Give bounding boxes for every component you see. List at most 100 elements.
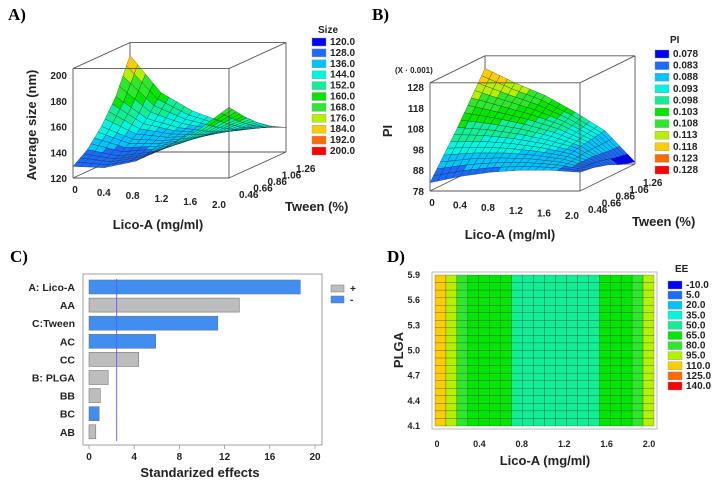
legend-swatch bbox=[654, 84, 670, 94]
y-tick-label: 0.86 bbox=[268, 177, 288, 188]
y-axis-title: Tween (%) bbox=[285, 199, 348, 214]
contour-cell bbox=[467, 395, 479, 404]
contour-cell bbox=[500, 282, 512, 291]
contour-cell bbox=[642, 305, 655, 313]
contour-cell bbox=[445, 305, 458, 313]
legend-swatch bbox=[654, 142, 670, 152]
contour-cell bbox=[544, 327, 556, 336]
contour-cell bbox=[522, 357, 534, 366]
contour-cell bbox=[478, 357, 490, 366]
contour-cell bbox=[631, 395, 644, 404]
legend-label: 0.123 bbox=[673, 153, 698, 164]
contour-cell bbox=[566, 357, 578, 366]
contour-cell bbox=[631, 372, 644, 381]
contour-cell bbox=[544, 312, 556, 321]
contour-cell bbox=[555, 418, 567, 427]
contour-cell bbox=[566, 418, 578, 427]
effect-bar bbox=[88, 297, 240, 313]
contour-cell bbox=[489, 289, 501, 298]
contour-cell bbox=[489, 282, 501, 291]
legend-label: 0.083 bbox=[673, 61, 698, 72]
contour-cell bbox=[456, 395, 469, 404]
contour-cell bbox=[555, 320, 567, 329]
contour-cell bbox=[631, 327, 644, 336]
contour-cell bbox=[610, 289, 622, 298]
legend-label: 80.0 bbox=[686, 341, 706, 352]
contour-cell bbox=[555, 380, 567, 389]
contour-cell bbox=[522, 410, 534, 419]
legend-label: 0.108 bbox=[673, 119, 698, 130]
box-edge bbox=[579, 163, 636, 192]
contour-cell bbox=[610, 418, 622, 427]
legend-label: 110.0 bbox=[686, 361, 711, 372]
contour-cell bbox=[577, 342, 589, 351]
contour-cell bbox=[642, 312, 655, 321]
contour-cell bbox=[620, 372, 633, 381]
contour-cell bbox=[500, 372, 512, 381]
legend-label: 144.0 bbox=[330, 70, 355, 81]
category-label: B: PLGA bbox=[32, 373, 76, 385]
contour-cell bbox=[478, 350, 490, 359]
contour-cell bbox=[588, 320, 600, 329]
x-tick-label: 2.0 bbox=[565, 211, 579, 222]
contour-cell bbox=[456, 403, 469, 412]
contour-cell bbox=[599, 297, 611, 306]
legend-label: -10.0 bbox=[686, 280, 709, 291]
contour-cell bbox=[642, 395, 655, 404]
contour-cell bbox=[642, 282, 655, 291]
x-axis-title: Lico-A (mg/ml) bbox=[500, 453, 591, 468]
contour-cell bbox=[500, 327, 512, 336]
contour-cell bbox=[533, 289, 545, 298]
contour-cell bbox=[445, 395, 458, 404]
contour-cell bbox=[522, 274, 534, 283]
contour-cell bbox=[467, 305, 479, 313]
x-tick-label: 2.0 bbox=[212, 200, 226, 211]
legend-swatch bbox=[654, 107, 670, 117]
z-multiplier-label: (X · 0.001) bbox=[395, 66, 433, 75]
contour-cell bbox=[555, 410, 567, 419]
y-tick-label: 5.0 bbox=[407, 346, 420, 356]
contour-cell bbox=[533, 380, 545, 389]
z-tick-label: 98 bbox=[413, 145, 425, 156]
contour-cell bbox=[577, 395, 589, 404]
contour-cell bbox=[489, 335, 501, 344]
contour-cell bbox=[478, 395, 490, 404]
contour-cell bbox=[642, 372, 655, 381]
contour-cell bbox=[642, 357, 655, 366]
contour-cell bbox=[599, 372, 611, 381]
panel-a-surface-plot: 120 140 160 180 200 0 0.4 0.8 1.2 1.6 2.0 0.460.660… bbox=[24, 25, 355, 232]
panel-c-pareto-chart: A: Lico-A AA C:Tween AC CC B: PLGA BB BC AB 0 4 8 12… bbox=[28, 273, 356, 480]
contour-cell bbox=[467, 297, 479, 306]
contour-cell bbox=[544, 350, 556, 359]
contour-cell bbox=[610, 388, 622, 396]
contour-cell bbox=[610, 357, 622, 366]
contour-cell bbox=[642, 335, 655, 344]
contour-cell bbox=[566, 380, 578, 389]
x-axis-title: Lico-A (mg/ml) bbox=[113, 217, 204, 232]
legend-label: 184.0 bbox=[330, 124, 355, 135]
contour-cell bbox=[434, 312, 447, 321]
contour-cell bbox=[522, 403, 534, 412]
contour-cell bbox=[456, 380, 469, 389]
legend-swatch bbox=[311, 124, 327, 134]
y-tick-label: 1.26 bbox=[643, 178, 663, 189]
contour-cell bbox=[478, 335, 490, 344]
contour-cell bbox=[489, 350, 501, 359]
contour-cell bbox=[511, 380, 523, 389]
contour-cell bbox=[511, 395, 523, 404]
contour-cell bbox=[445, 335, 458, 344]
contour-cell bbox=[566, 365, 578, 374]
contour-cell bbox=[599, 395, 611, 404]
legend-label: 0.078 bbox=[673, 49, 698, 60]
contour-cell bbox=[620, 282, 633, 291]
z-tick-label: 200 bbox=[50, 71, 67, 82]
contour-cell bbox=[599, 357, 611, 366]
contour-cell bbox=[620, 342, 633, 351]
contour-cell bbox=[588, 274, 600, 283]
z-tick-label: 180 bbox=[50, 97, 67, 108]
contour-cell bbox=[478, 297, 490, 306]
contour-cell bbox=[631, 418, 644, 427]
x-tick-label: 1.6 bbox=[600, 439, 613, 449]
contour-cell bbox=[467, 410, 479, 419]
contour-cell bbox=[500, 312, 512, 321]
